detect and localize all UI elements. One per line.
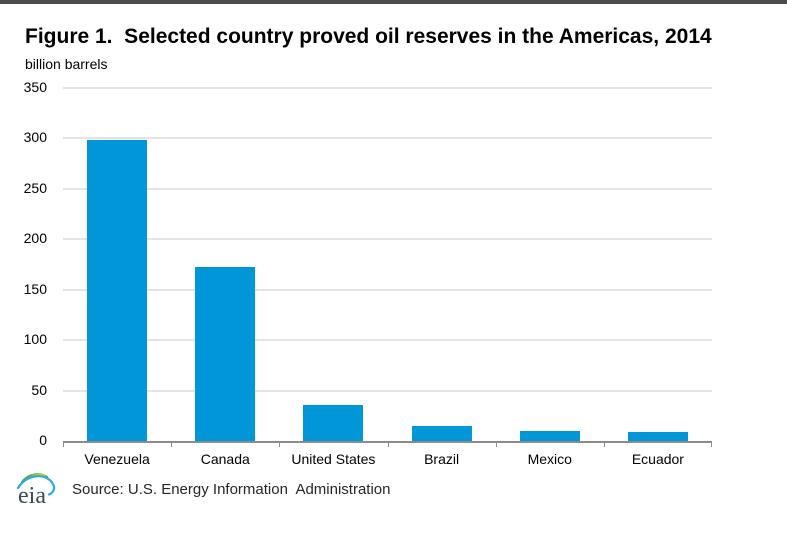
chart-title: Figure 1. Selected country proved oil re… <box>25 25 712 48</box>
plot-area: 0 50 100 150 200 250 300 350 Venezuela Canada Unit… <box>24 79 712 467</box>
y-axis-tick-label-200: 200 <box>23 230 47 247</box>
gridline-300 <box>63 137 712 140</box>
footer: eia Source: U.S. Energy Information Admi… <box>14 470 390 508</box>
bar-venezuela <box>87 140 148 441</box>
x-axis-tick <box>604 441 605 447</box>
bar-brazil <box>411 426 472 441</box>
y-axis-tick-label-50: 50 <box>31 381 47 398</box>
source-text: Source: U.S. Energy Information Administ… <box>72 480 391 498</box>
y-axis-tick-label-0: 0 <box>39 432 47 448</box>
x-axis-label-brazil: Brazil <box>424 451 460 467</box>
x-axis-label-united-states: United States <box>291 451 376 467</box>
x-axis-tick <box>279 441 280 447</box>
bar-mexico <box>519 431 580 441</box>
y-axis-tick-label-350: 350 <box>23 79 47 95</box>
top-border <box>0 0 787 4</box>
gridline-200 <box>63 238 712 241</box>
x-axis-line <box>63 441 712 443</box>
x-axis-label-mexico: Mexico <box>527 451 572 467</box>
eia-logo-icon: eia <box>16 473 56 508</box>
x-axis-label-ecuador: Ecuador <box>631 451 684 467</box>
logo-text: eia <box>18 483 46 508</box>
y-axis-tick-label-100: 100 <box>23 331 47 348</box>
x-axis-tick <box>711 441 712 447</box>
x-axis-tick <box>496 441 497 447</box>
x-axis-tick <box>63 441 64 447</box>
y-axis-tick-label-250: 250 <box>23 179 47 196</box>
x-axis-tick <box>388 441 389 447</box>
x-axis-label-venezuela: Venezuela <box>84 451 150 467</box>
gridline-100 <box>63 339 712 342</box>
gridline-150 <box>63 288 712 291</box>
bar-canada <box>195 267 256 441</box>
y-axis-units-label: billion barrels <box>25 56 108 72</box>
y-axis-tick-label-150: 150 <box>23 280 47 297</box>
gridline-50 <box>63 389 712 392</box>
gridline-250 <box>63 187 712 190</box>
gridline-350 <box>63 87 712 89</box>
logo-blue-swoosh <box>16 475 56 496</box>
bar-ecuador <box>627 432 688 441</box>
bar-united-states <box>303 405 364 441</box>
x-axis-label-canada: Canada <box>200 451 250 467</box>
x-axis-tick <box>171 441 172 447</box>
y-axis-tick-label-300: 300 <box>23 129 47 146</box>
